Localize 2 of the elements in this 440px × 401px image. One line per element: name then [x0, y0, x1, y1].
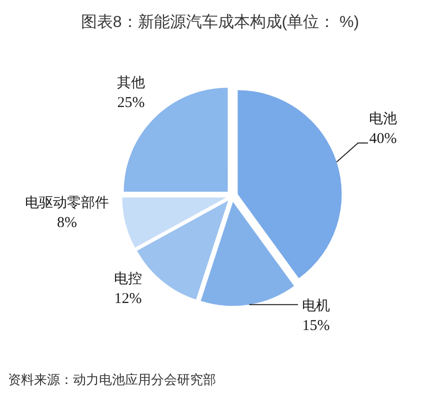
annotation: 资料来源：动力电池应用分会研究部 — [8, 372, 216, 387]
title: 图表8：新能源汽车成本构成(单位： %) — [80, 14, 360, 31]
